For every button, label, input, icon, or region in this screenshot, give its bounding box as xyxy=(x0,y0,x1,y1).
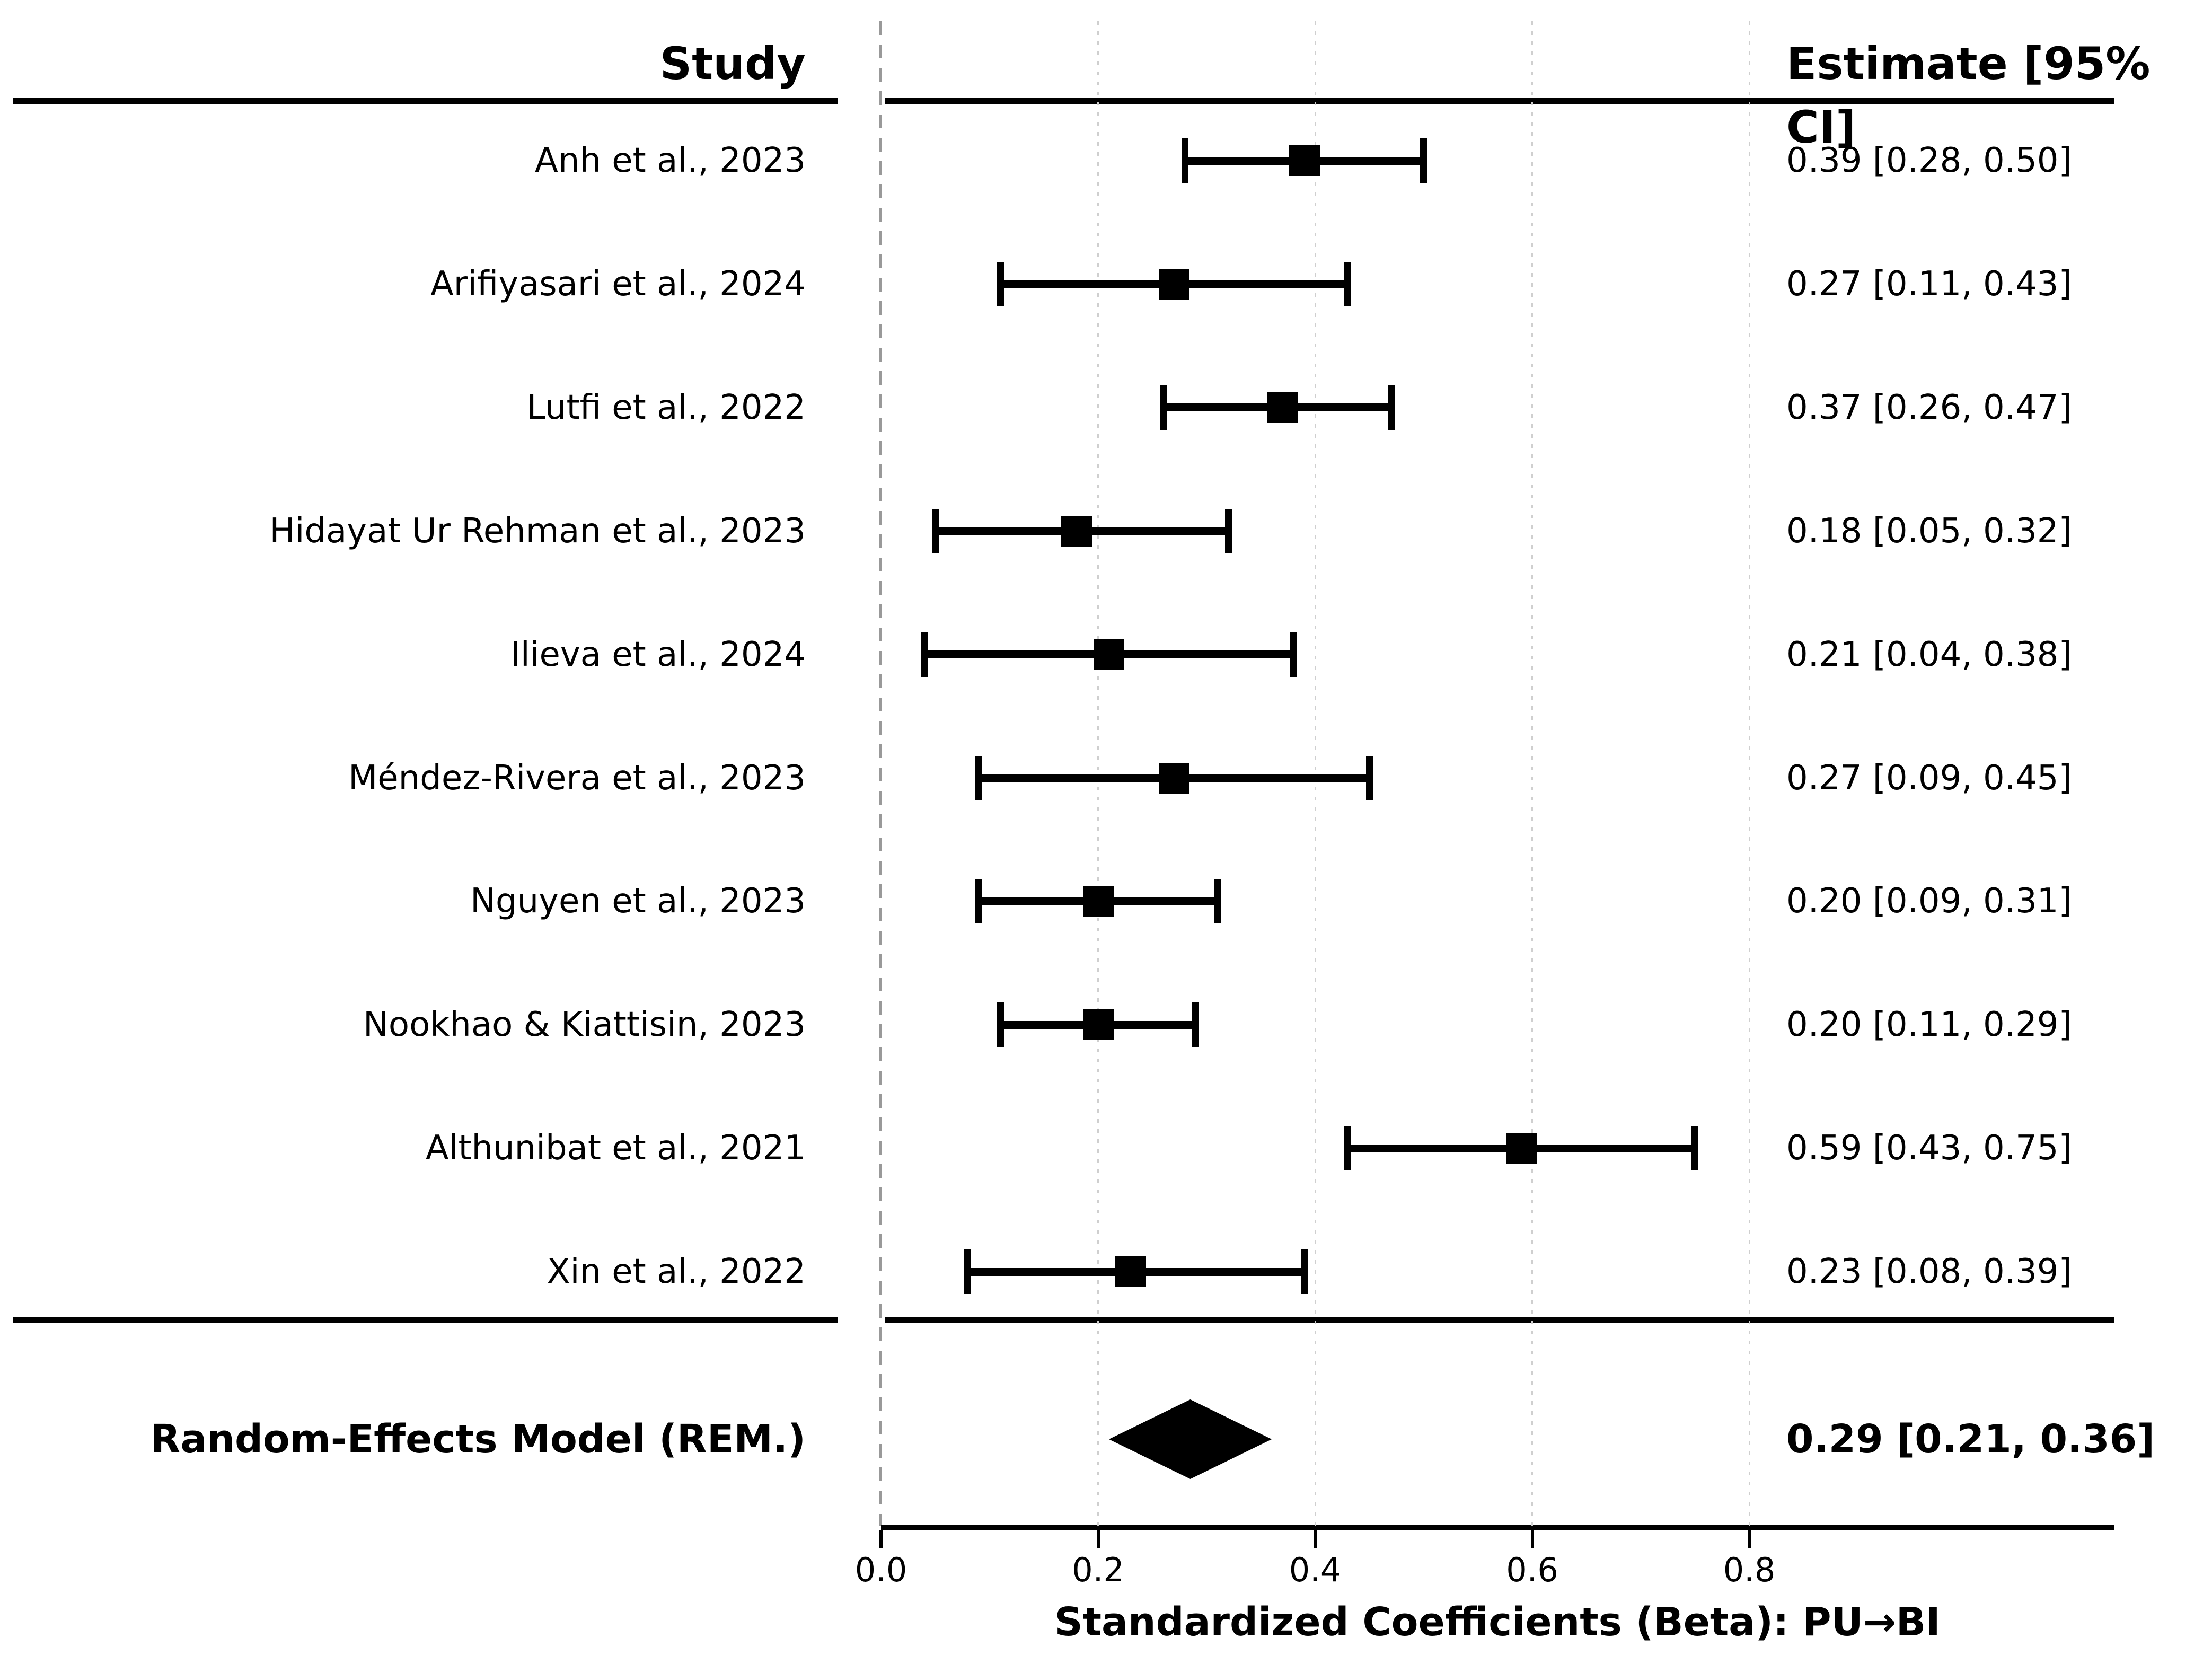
estimate-marker xyxy=(1093,639,1124,670)
ci-cap-lower xyxy=(1159,385,1167,430)
x-tick-mark xyxy=(879,1530,883,1548)
ci-cap-upper xyxy=(1344,261,1351,306)
estimate-marker xyxy=(1082,886,1114,917)
x-gridline xyxy=(1748,21,1750,1526)
x-tick-label: 0.2 xyxy=(1072,1551,1124,1589)
study-label: Nguyen et al., 2023 xyxy=(470,882,806,921)
summary-label: Random-Effects Model (REM.) xyxy=(150,1416,806,1462)
estimate-value: 0.27 [0.09, 0.45] xyxy=(1786,758,2072,798)
x-tick-mark xyxy=(1096,1530,1100,1548)
x-tick-label: 0.0 xyxy=(854,1551,907,1589)
estimate-value: 0.20 [0.09, 0.31] xyxy=(1786,882,2072,921)
estimate-value: 0.20 [0.11, 0.29] xyxy=(1786,1005,2072,1045)
x-tick-mark xyxy=(1530,1530,1534,1548)
estimate-marker xyxy=(1267,392,1298,423)
study-column-header: Study xyxy=(659,38,806,90)
x-gridline xyxy=(1314,21,1316,1526)
ci-cap-upper xyxy=(1365,755,1373,800)
x-tick-mark xyxy=(1314,1530,1317,1548)
ci-cap-lower xyxy=(997,261,1004,306)
x-tick-label: 0.6 xyxy=(1506,1551,1558,1589)
ci-cap-lower xyxy=(975,755,982,800)
x-gridline xyxy=(1097,21,1099,1526)
x-tick-mark xyxy=(1748,1530,1751,1548)
study-label: Hidayat Ur Rehman et al., 2023 xyxy=(269,511,806,551)
ci-cap-lower xyxy=(931,508,939,553)
estimate-marker xyxy=(1289,145,1320,176)
estimate-marker xyxy=(1506,1133,1537,1164)
summary-diamond xyxy=(1108,1399,1272,1479)
estimate-value: 0.37 [0.26, 0.47] xyxy=(1786,388,2072,427)
estimate-value: 0.23 [0.08, 0.39] xyxy=(1786,1252,2072,1292)
study-label: Arifiyasari et al., 2024 xyxy=(430,264,806,304)
estimate-marker xyxy=(1158,268,1189,300)
estimate-column-header: Estimate [95% CI] xyxy=(1786,38,2151,153)
ci-cap-lower xyxy=(964,1249,972,1295)
ci-cap-upper xyxy=(1290,632,1297,677)
ci-cap-upper xyxy=(1387,385,1395,430)
ci-cap-lower xyxy=(975,879,982,924)
header-divider-right xyxy=(885,98,2114,104)
study-label: Anh et al., 2023 xyxy=(535,141,806,180)
x-axis-title: Standardized Coefficients (Beta): PU→BI xyxy=(1054,1599,1941,1645)
summary-divider-right xyxy=(885,1317,2114,1323)
ci-cap-upper xyxy=(1192,1002,1200,1047)
estimate-marker xyxy=(1115,1256,1146,1288)
study-label: Méndez-Rivera et al., 2023 xyxy=(348,758,806,798)
study-label: Lutfi et al., 2022 xyxy=(526,388,806,427)
x-tick-label: 0.8 xyxy=(1723,1551,1776,1589)
ci-cap-lower xyxy=(997,1002,1004,1047)
summary-divider-left xyxy=(13,1317,838,1323)
x-gridline xyxy=(1531,21,1533,1526)
study-label: Nookhao & Kiattisin, 2023 xyxy=(363,1005,806,1045)
ci-cap-upper xyxy=(1691,1126,1699,1171)
study-label: Xin et al., 2022 xyxy=(547,1252,806,1292)
summary-estimate-value: 0.29 [0.21, 0.36] xyxy=(1786,1416,2155,1462)
ci-cap-upper xyxy=(1301,1249,1308,1295)
ci-cap-lower xyxy=(1181,138,1188,183)
header-divider-left xyxy=(13,98,838,104)
ci-cap-lower xyxy=(921,632,928,677)
estimate-value: 0.27 [0.11, 0.43] xyxy=(1786,264,2072,304)
estimate-value: 0.39 [0.28, 0.50] xyxy=(1786,141,2072,180)
ci-cap-lower xyxy=(1344,1126,1351,1171)
ci-cap-upper xyxy=(1420,138,1427,183)
estimate-value: 0.18 [0.05, 0.32] xyxy=(1786,511,2072,551)
x-axis-line xyxy=(881,1525,2114,1530)
estimate-value: 0.21 [0.04, 0.38] xyxy=(1786,635,2072,674)
estimate-value: 0.59 [0.43, 0.75] xyxy=(1786,1129,2072,1168)
estimate-marker xyxy=(1082,1009,1114,1041)
study-label: Ilieva et al., 2024 xyxy=(510,635,806,674)
ci-cap-upper xyxy=(1214,879,1221,924)
study-label: Althunibat et al., 2021 xyxy=(425,1129,806,1168)
ci-cap-upper xyxy=(1224,508,1232,553)
estimate-marker xyxy=(1061,515,1092,547)
x-tick-label: 0.4 xyxy=(1289,1551,1342,1589)
estimate-marker xyxy=(1158,762,1189,794)
zero-reference-line xyxy=(879,21,882,1526)
